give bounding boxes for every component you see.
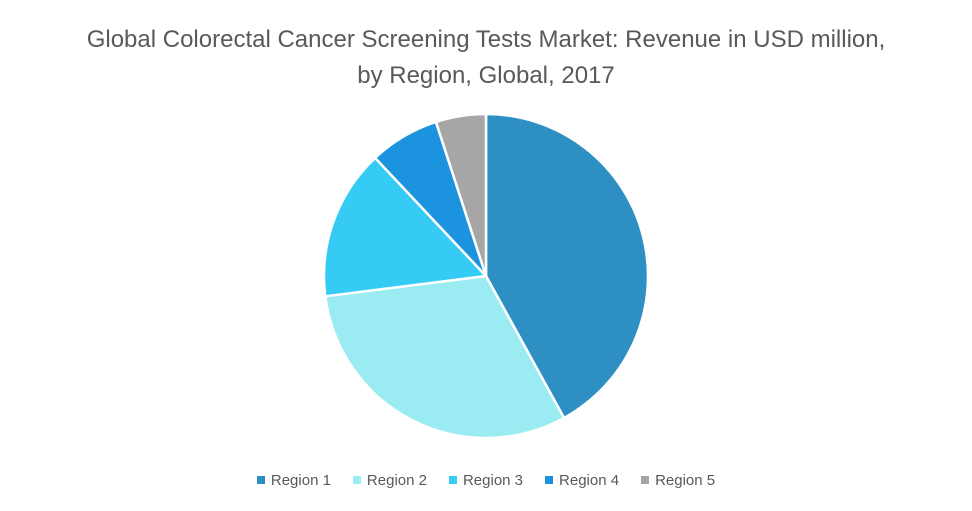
- legend-item-4: Region 4: [545, 472, 619, 489]
- chart-legend: Region 1 Region 2 Region 3 Region 4 Region 5: [0, 468, 972, 492]
- pie-slice-2: [324, 274, 566, 440]
- pie-slice-3: [322, 156, 488, 298]
- legend-swatch: [641, 476, 650, 484]
- pie-slice-1: [484, 112, 650, 420]
- legend-item-2: Region 2: [352, 471, 427, 489]
- pie-slices: [322, 112, 650, 440]
- legend-item-3: Region 3: [448, 471, 524, 489]
- legend-swatch: [256, 476, 265, 484]
- legend-swatch: [448, 476, 457, 484]
- legend-label: Region 4: [559, 471, 620, 489]
- legend-label: Region 5: [655, 471, 716, 489]
- legend-label: Region 1: [270, 471, 331, 489]
- legend-item-1: Region 1: [256, 471, 331, 489]
- chart-title: Global Colorectal Cancer Screening Tests…: [86, 26, 886, 89]
- legend-swatch: [352, 476, 361, 484]
- pie-slice-5: [434, 112, 488, 278]
- legend-label: Region 3: [462, 471, 524, 489]
- legend-label: Region 2: [366, 471, 427, 489]
- legend-swatch: [545, 476, 554, 484]
- legend-item-5: Region 5: [641, 472, 715, 489]
